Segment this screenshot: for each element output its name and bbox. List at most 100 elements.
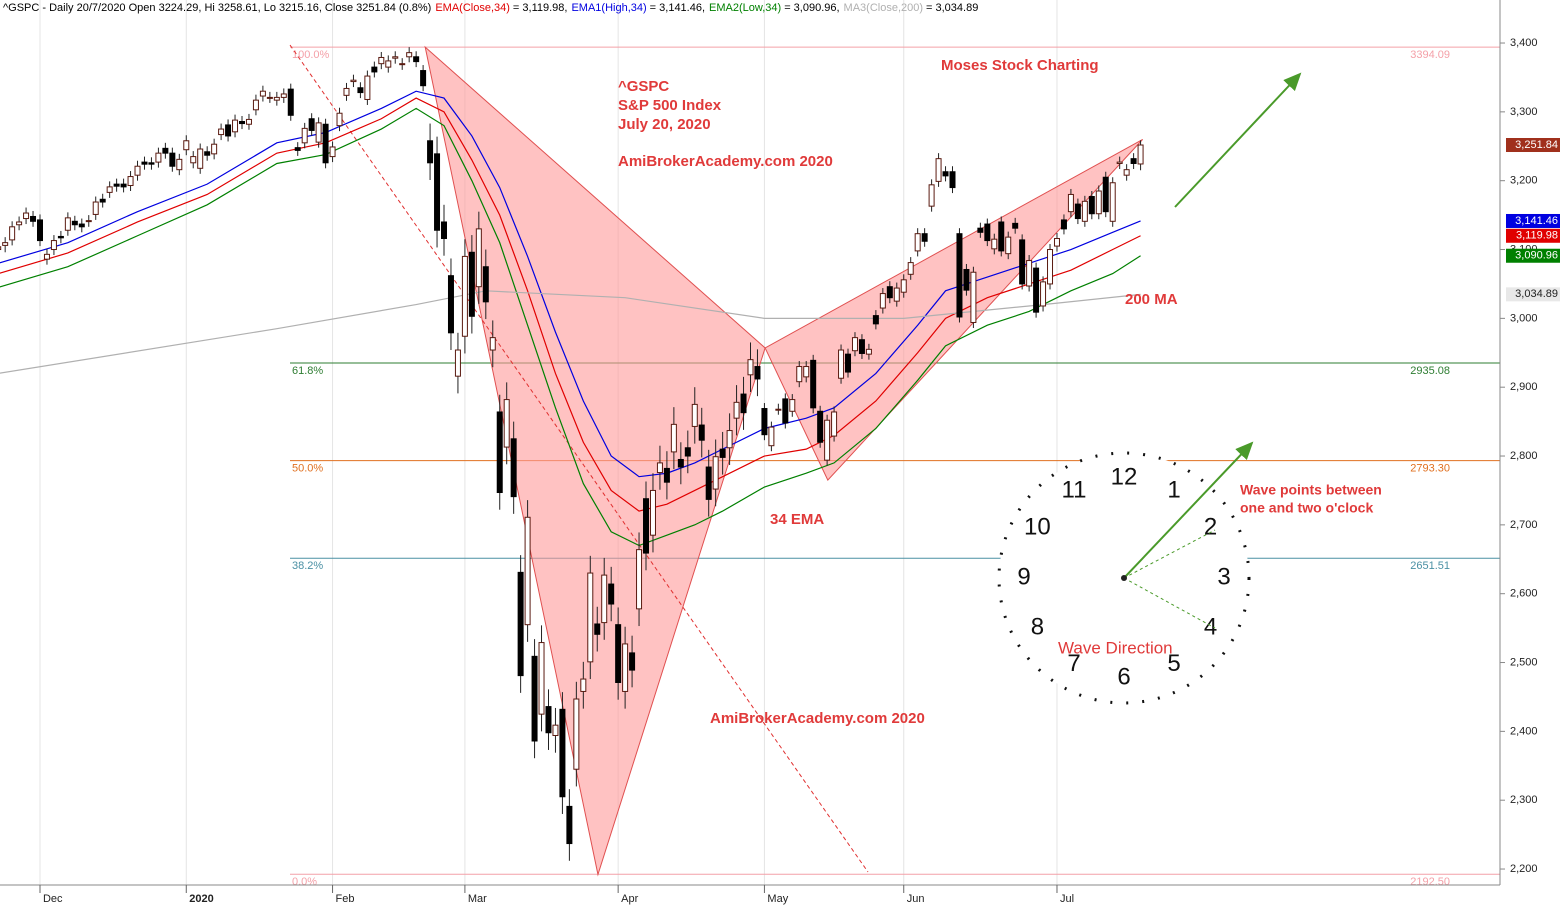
candle-body: [580, 678, 587, 692]
clock-number: 8: [1031, 613, 1044, 640]
clock-hand: [1123, 529, 1216, 579]
legend-value: = 3,119.98,: [513, 2, 568, 14]
candle-body: [120, 183, 127, 188]
candle-body: [218, 128, 225, 136]
clock-number: 12: [1111, 463, 1138, 490]
legend-name: MA3(Close,200): [844, 2, 923, 14]
candle-body: [183, 140, 190, 151]
annotation: Moses Stock Charting: [941, 57, 1099, 74]
candle-body: [176, 158, 183, 171]
candle-body: [99, 198, 106, 203]
candle-body: [9, 226, 16, 241]
candle-body: [1012, 222, 1019, 229]
clock-number: 9: [1017, 563, 1030, 590]
candle-body: [427, 140, 434, 164]
candle-body: [552, 724, 559, 736]
candle-body: [643, 498, 650, 554]
candle-body: [726, 430, 733, 449]
candle-body: [273, 96, 280, 101]
candle-body: [78, 223, 85, 228]
legend-value: = 3,090.96,: [784, 2, 839, 14]
candle-body: [1005, 236, 1012, 255]
candle-body: [71, 220, 78, 226]
candle-body: [629, 652, 636, 671]
candle-body: [594, 623, 601, 635]
price-tag: [1506, 138, 1560, 153]
candle-body: [1116, 161, 1123, 164]
candle-body: [789, 399, 796, 412]
price-tag: [1506, 228, 1560, 243]
candle-body: [287, 88, 294, 116]
candle-body: [893, 287, 900, 302]
candle-body: [1137, 144, 1144, 165]
candle-body: [141, 161, 148, 165]
candle-body: [663, 467, 670, 483]
x-tick-label: 2020: [189, 893, 213, 905]
candle-body: [928, 184, 935, 207]
x-tick-label: Feb: [336, 893, 355, 905]
candle-body: [1102, 176, 1109, 213]
candle-body: [30, 215, 37, 222]
candle-body: [768, 426, 775, 447]
candle-body: [907, 262, 914, 275]
candle-body: [921, 233, 928, 242]
candle-body: [1130, 158, 1137, 164]
candle-body: [447, 275, 454, 334]
candle-body: [622, 643, 629, 692]
candle-body: [810, 359, 817, 409]
clock-number: 2: [1204, 513, 1217, 540]
fib-value: 2192.50: [1410, 876, 1450, 888]
fib-label: 38.2%: [292, 560, 323, 572]
candle-body: [977, 227, 984, 233]
annotation: AmiBrokerAcademy.com 2020: [710, 710, 925, 727]
candle-body: [1067, 193, 1074, 213]
annotation: 200 MA: [1125, 291, 1178, 308]
candle-body: [559, 708, 566, 798]
candle-body: [956, 233, 963, 318]
candle-body: [845, 353, 852, 373]
candle-body: [239, 120, 246, 125]
candle-body: [1109, 182, 1116, 222]
candle-body: [106, 186, 113, 193]
y-tick-label: 2,400: [1510, 725, 1538, 737]
candle-body: [733, 401, 740, 419]
candle-body: [817, 410, 824, 443]
x-tick-label: Jun: [907, 893, 925, 905]
candle-body: [162, 147, 169, 154]
y-tick-label: 2,700: [1510, 519, 1538, 531]
clock-number: 11: [1062, 477, 1087, 504]
candle-body: [280, 93, 287, 98]
candle-body: [545, 706, 552, 734]
fib-value: 2651.51: [1410, 560, 1450, 572]
annotation: July 20, 2020: [618, 116, 711, 133]
candle-body: [371, 66, 378, 73]
candle-body: [482, 266, 489, 303]
candle-body: [190, 156, 197, 164]
candles: [0, 47, 1144, 861]
y-tick-label: 2,900: [1510, 381, 1538, 393]
price-tag-label: 3,090.96: [1515, 250, 1558, 262]
candle-body: [942, 171, 949, 177]
candle-body: [900, 279, 907, 293]
y-tick-label: 3,200: [1510, 175, 1538, 187]
candle-body: [322, 123, 329, 164]
fib-label: 100.0%: [292, 49, 330, 61]
x-tick-label: Dec: [43, 893, 63, 905]
indicator-line: [0, 107, 1141, 547]
candle-body: [23, 212, 30, 220]
candle-body: [1074, 203, 1081, 220]
candle-body: [712, 456, 719, 490]
candle-body: [134, 165, 141, 176]
fib-label: 61.8%: [292, 365, 323, 377]
candle-body: [57, 235, 64, 239]
clock-number: 4: [1204, 613, 1217, 640]
clock-hand: [1123, 441, 1254, 579]
candle-body: [531, 655, 538, 742]
annotation: AmiBrokerAcademy.com 2020: [618, 153, 833, 170]
candle-body: [649, 489, 656, 536]
candle-body: [831, 411, 838, 437]
candle-body: [329, 146, 336, 158]
y-tick-label: 2,300: [1510, 794, 1538, 806]
candle-body: [1060, 219, 1067, 230]
